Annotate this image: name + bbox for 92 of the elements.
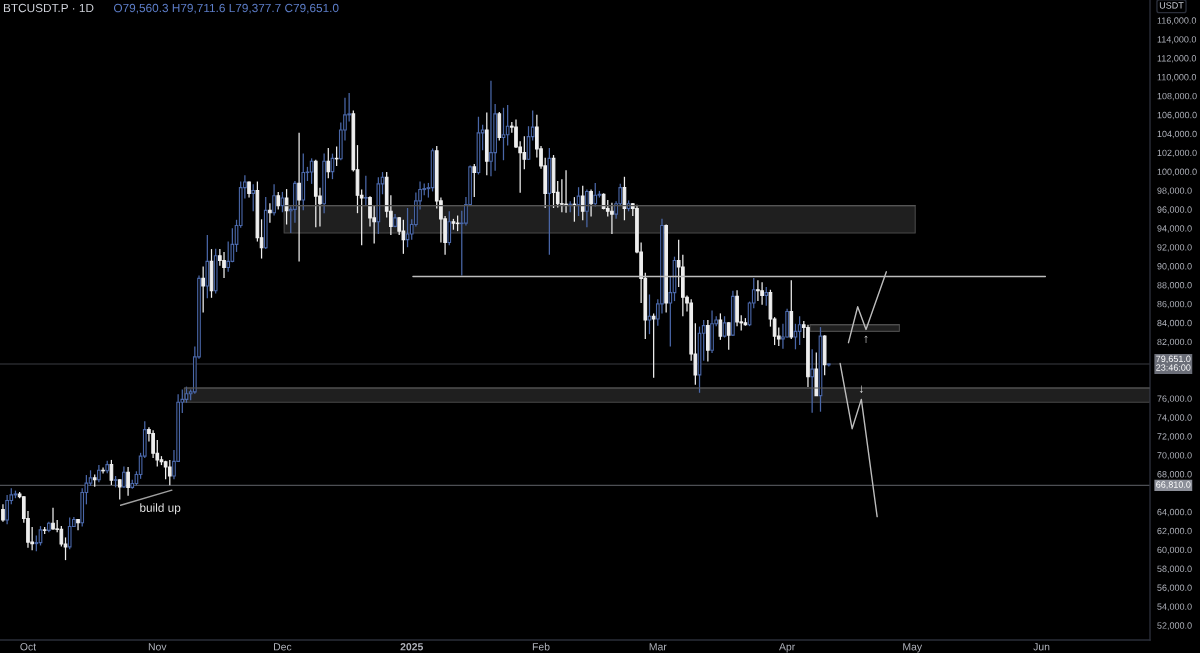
candlestick (126, 466, 130, 497)
candlestick (272, 183, 276, 217)
x-tick-label: 2025 (400, 643, 424, 651)
candlestick (589, 188, 593, 218)
candlestick (585, 188, 589, 228)
candlestick (268, 202, 272, 224)
candlestick (501, 107, 506, 161)
candlestick (514, 118, 518, 149)
ref-line-label: 79,651.0 23:46:00 (1156, 355, 1191, 371)
candlestick (651, 312, 656, 379)
annotation: ↓ (859, 385, 863, 394)
annotation: ↑ (864, 335, 868, 344)
candlestick (297, 132, 301, 263)
y-tick-label: 62,000.0 (1157, 527, 1192, 536)
y-tick-label: 70,000.0 (1157, 452, 1192, 460)
ref-line-label: 66,810.0 (1156, 481, 1191, 489)
candlestick (284, 188, 289, 226)
candlestick (67, 516, 72, 550)
candlestick (576, 186, 581, 217)
chart-subtitle: O79,560.3 H79,711.6 L79,377.7 C79,651.0 (113, 3, 339, 14)
candlestick (797, 315, 802, 346)
candlestick (5, 494, 9, 525)
x-tick-label: Oct (20, 643, 37, 651)
y-tick-label: 52,000.0 (1157, 622, 1192, 630)
y-tick-label: 96,000.0 (1157, 206, 1192, 214)
candlestick (76, 518, 80, 531)
x-tick-label: Jun (1033, 643, 1050, 651)
y-tick-label: 82,000.0 (1157, 338, 1192, 347)
candlestick (251, 183, 256, 212)
y-tick-label: 100,000.0 (1157, 168, 1197, 177)
y-tick-label: 84,000.0 (1157, 319, 1192, 328)
y-tick-label: 116,000.0 (1157, 17, 1197, 25)
chart-title: BTCUSDT.P · 1D (3, 3, 94, 13)
candlestick (151, 429, 155, 459)
y-tick-label: 94,000.0 (1157, 225, 1192, 233)
candlestick (718, 312, 723, 341)
y-tick-label: 98,000.0 (1157, 187, 1192, 195)
x-tick-label: Nov (148, 643, 167, 651)
y-tick-label: 92,000.0 (1157, 244, 1192, 252)
y-tick-label: 104,000.0 (1157, 130, 1197, 139)
y-tick-label: 86,000.0 (1157, 300, 1192, 309)
series-label: build up (140, 503, 181, 515)
candlestick (447, 210, 452, 246)
candlestick (363, 175, 368, 207)
y-tick-label: 88,000.0 (1157, 281, 1192, 290)
y-tick-label: 106,000.0 (1157, 111, 1197, 120)
y-tick-label: 68,000.0 (1157, 471, 1192, 479)
candlestick (401, 219, 406, 255)
x-tick-label: Feb (532, 642, 550, 651)
y-tick-label: 72,000.0 (1157, 433, 1192, 441)
candlestick (226, 240, 231, 273)
y-tick-label: 102,000.0 (1157, 149, 1197, 158)
candlestick (489, 80, 493, 177)
candlestick (109, 459, 114, 486)
x-tick-label: May (903, 643, 923, 653)
candlestick (810, 348, 814, 414)
candlestick (756, 279, 760, 302)
y-tick-label: 54,000.0 (1157, 603, 1192, 611)
x-tick-label: Dec (274, 643, 292, 651)
candlestick (368, 195, 372, 228)
candlestick (222, 251, 226, 279)
x-tick-label: Apr (779, 643, 796, 653)
candlestick (764, 286, 769, 307)
y-tick-label: 110,000.0 (1157, 74, 1197, 82)
candlestick (117, 478, 122, 501)
candlestick (309, 157, 314, 185)
y-tick-label: 60,000.0 (1157, 546, 1192, 555)
candlestick (610, 202, 614, 235)
y-tick-label: 108,000.0 (1157, 92, 1197, 101)
candlestick (51, 507, 55, 531)
y-tick-label: 64,000.0 (1157, 508, 1192, 517)
y-tick-label: 112,000.0 (1157, 55, 1197, 63)
candlestick (497, 111, 502, 142)
x-tick-label: Mar (649, 643, 667, 651)
candlestick (593, 182, 598, 208)
y-tick-label: 90,000.0 (1157, 263, 1192, 271)
y-tick-label: 74,000.0 (1157, 414, 1192, 422)
candlestick (505, 104, 510, 147)
candlestick (580, 185, 585, 221)
candlestick (280, 191, 285, 213)
candlestick (760, 281, 764, 306)
y-tick-label: 58,000.0 (1157, 565, 1192, 574)
line-series (839, 362, 878, 518)
candlestick (472, 163, 477, 198)
candlestick (326, 147, 331, 179)
candlestick (726, 321, 731, 351)
y-tick-label: 76,000.0 (1157, 395, 1192, 403)
y-tick-label: 56,000.0 (1157, 584, 1192, 592)
y-axis-title: USDT (1159, 2, 1184, 9)
y-tick-label: 114,000.0 (1157, 36, 1197, 44)
candlestick (122, 465, 126, 489)
candlestick (201, 265, 206, 314)
